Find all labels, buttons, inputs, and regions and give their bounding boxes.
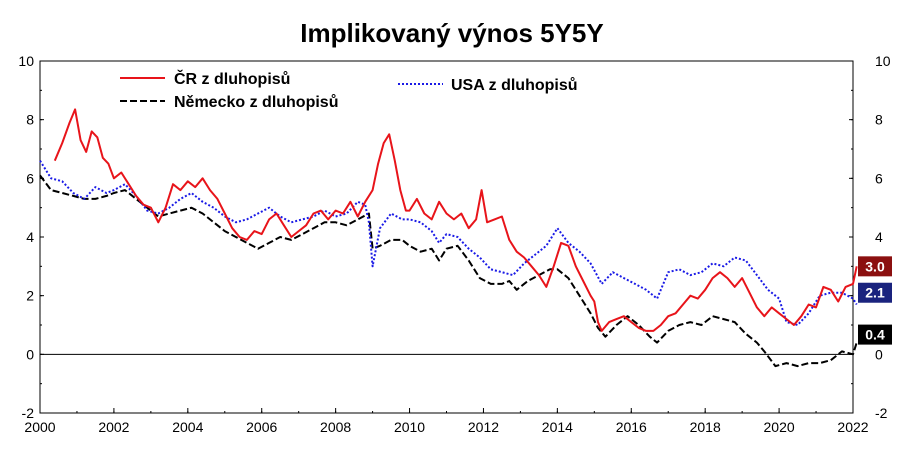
y-tick-label-right: 10 — [875, 53, 891, 69]
y-tick-label-left: 2 — [26, 288, 34, 304]
end-value-labels: 3.0 2.1 0.4 — [858, 256, 892, 345]
y-tick-label-right: 8 — [875, 112, 883, 128]
series-line-1 — [39, 174, 858, 368]
y-tick-label-left: 6 — [26, 170, 34, 186]
x-tick-label: 2008 — [320, 419, 351, 435]
end-label-box-2 — [858, 324, 892, 345]
y-tick-label-left: 10 — [18, 53, 34, 69]
y-tick-label-right: 4 — [875, 229, 883, 245]
y-tick-label-left: 8 — [26, 112, 34, 128]
x-tick-label: 2012 — [468, 419, 499, 435]
chart-title: Implikovaný výnos 5Y5Y — [300, 18, 603, 48]
x-tick-label: 2004 — [172, 419, 203, 435]
y-tick-label-left: 0 — [26, 346, 34, 362]
x-tick-label: 2020 — [764, 419, 795, 435]
axes: -2-2002244668810102000200220042006200820… — [18, 53, 890, 435]
x-tick-label: 2018 — [690, 419, 721, 435]
legend-label-0: ČR z dluhopisů — [174, 69, 290, 88]
y-tick-label-left: -2 — [22, 405, 35, 421]
x-tick-label: 2016 — [616, 419, 647, 435]
plot-frame — [39, 60, 854, 414]
legend-label-1: Německo z dluhopisů — [174, 94, 338, 111]
legend-label-2: USA z dluhopisů — [451, 77, 578, 94]
x-tick-label: 2000 — [24, 419, 55, 435]
legend: ČR z dluhopisů Německo z dluhopisů USA z d… — [120, 69, 578, 111]
y-tick-label-right: -2 — [875, 405, 888, 421]
x-tick-label: 2002 — [98, 419, 129, 435]
end-label-0: 3.0 — [865, 258, 885, 274]
series-line-2 — [39, 160, 858, 326]
y-tick-label-right: 0 — [875, 346, 883, 362]
end-label-box-0 — [858, 256, 892, 277]
x-tick-label: 2006 — [246, 419, 277, 435]
end-label-box-1 — [858, 282, 892, 303]
end-label-1: 2.1 — [865, 285, 885, 301]
x-tick-label: 2014 — [542, 419, 573, 435]
series-line-0 — [53, 108, 858, 332]
x-tick-label: 2010 — [394, 419, 425, 435]
plot-area — [39, 108, 858, 368]
x-tick-label: 2022 — [837, 419, 868, 435]
y-tick-label-right: 6 — [875, 170, 883, 186]
y-tick-label-left: 4 — [26, 229, 34, 245]
end-label-2: 0.4 — [865, 327, 885, 343]
